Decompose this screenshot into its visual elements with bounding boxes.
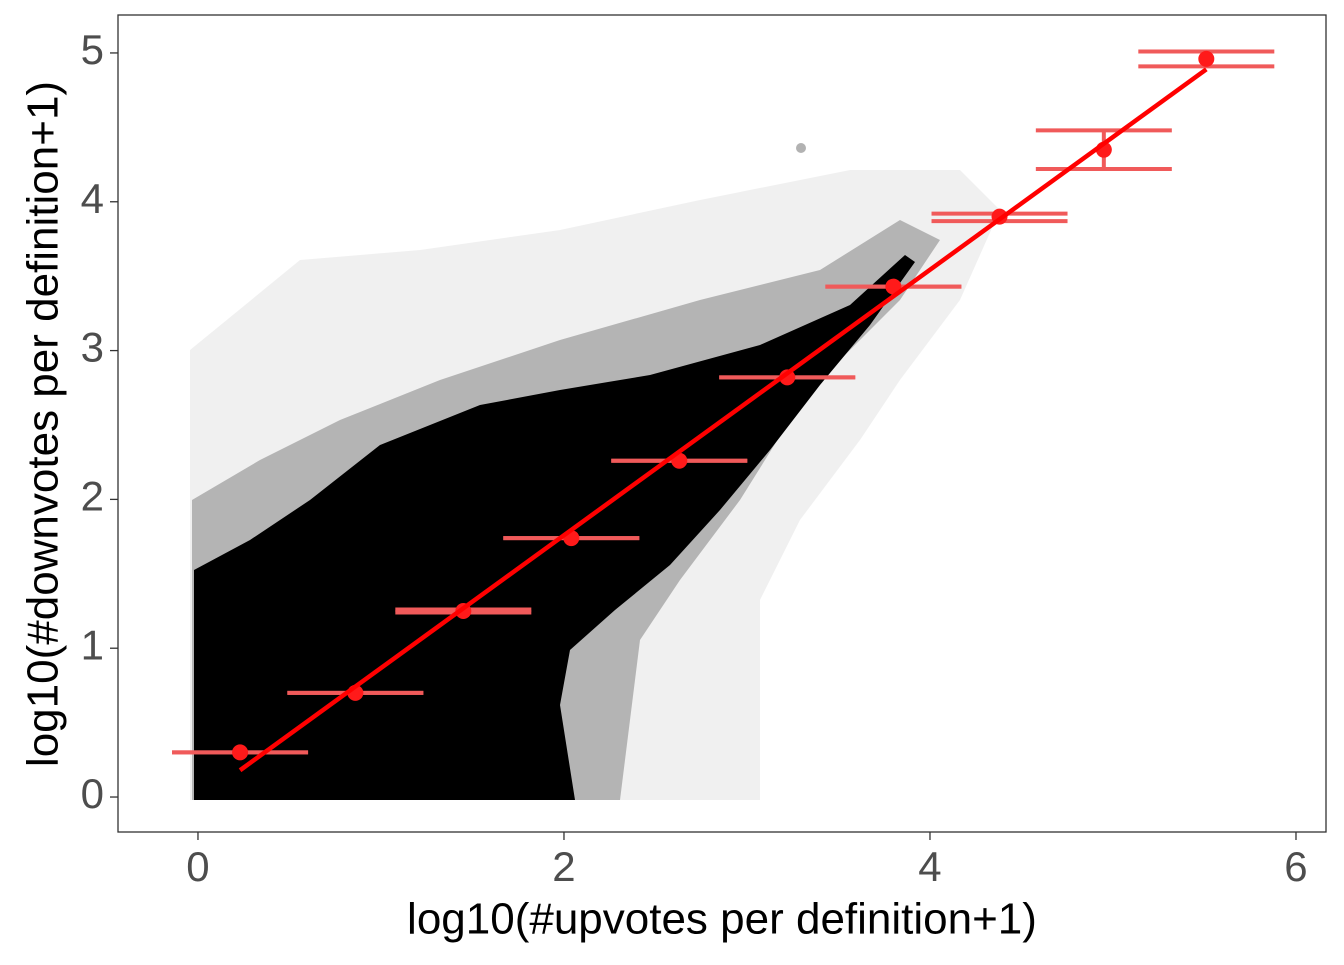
y-tick-label: 1 bbox=[81, 621, 104, 668]
point bbox=[885, 278, 902, 295]
point bbox=[232, 744, 249, 761]
cloud-outlier bbox=[796, 143, 806, 153]
y-tick-label: 0 bbox=[81, 770, 104, 817]
x-tick-label: 6 bbox=[1284, 843, 1307, 890]
x-axis-title: log10(#upvotes per definition+1) bbox=[407, 895, 1037, 944]
y-axis-title: log10(#downvotes per definition+1) bbox=[19, 81, 68, 767]
fit-line bbox=[238, 67, 1208, 773]
cloud-dense bbox=[194, 255, 915, 800]
x-tick-label: 4 bbox=[918, 843, 941, 890]
y-tick-label: 3 bbox=[81, 324, 104, 371]
x-tick-label: 0 bbox=[186, 843, 209, 890]
y-tick-label: 5 bbox=[81, 26, 104, 73]
point bbox=[1198, 50, 1215, 67]
y-tick-label: 4 bbox=[81, 175, 104, 222]
y-tick-label: 2 bbox=[81, 472, 104, 519]
x-tick-label: 2 bbox=[552, 843, 575, 890]
point-cloud bbox=[190, 143, 1000, 800]
plot-border bbox=[117, 14, 1327, 833]
point bbox=[779, 369, 796, 386]
